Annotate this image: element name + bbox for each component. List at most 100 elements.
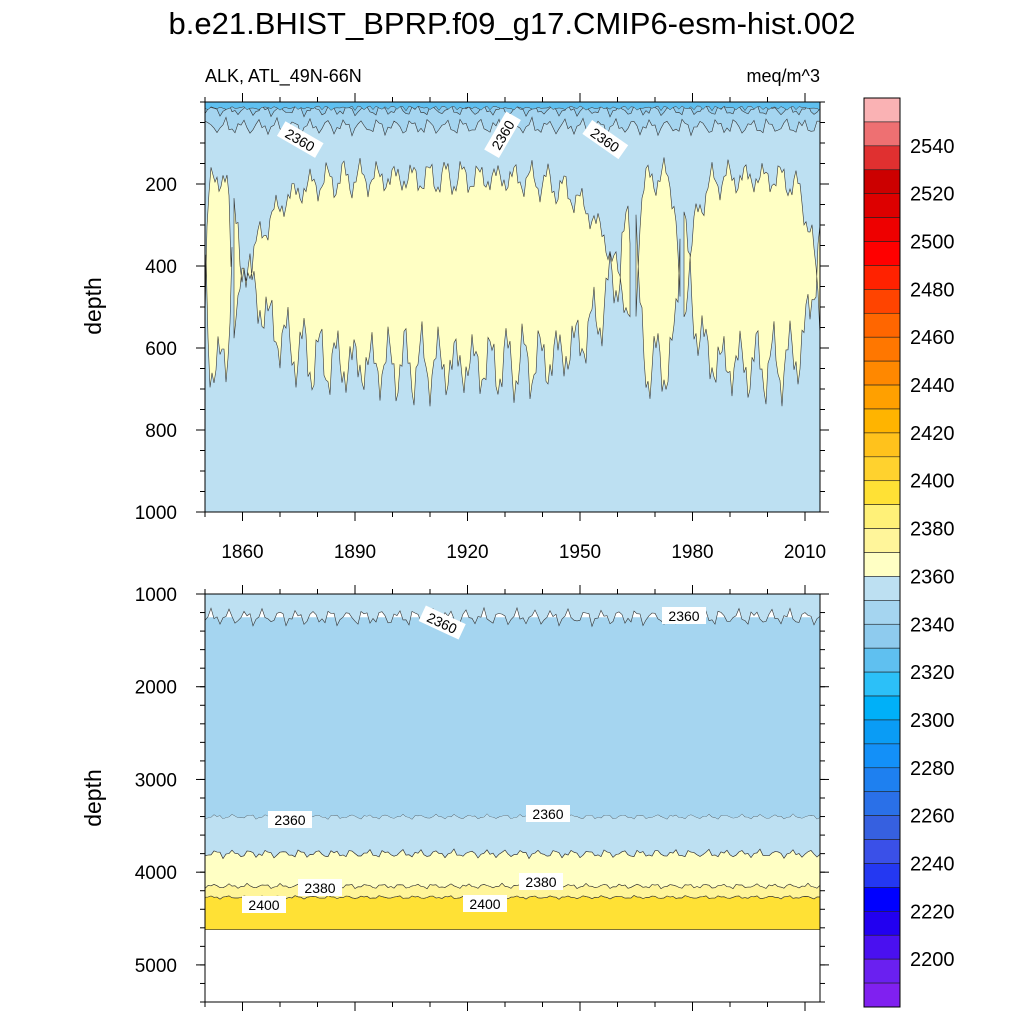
colorbar-swatch [863,312,901,338]
colorbar-label: 2400 [910,471,955,493]
colorbar-swatch [863,121,901,147]
y-tick-label: 1000 [135,503,177,524]
colorbar-label: 2360 [910,566,955,588]
colorbar-label: 2480 [910,279,955,301]
band-2390 [205,895,820,930]
colorbar-swatch [863,911,901,936]
colorbar-label: 2260 [910,806,955,828]
contour-label-text: 2380 [525,874,556,890]
x-tick-label: 2010 [784,542,826,563]
colorbar-label: 2280 [910,758,955,780]
colorbar-label: 2380 [910,519,955,541]
colorbar-swatch [863,934,901,960]
y-tick-label: 400 [145,257,177,278]
variable-region-label: ALK, ATL_49N-66N [205,66,362,87]
y-tick-label: 3000 [135,770,177,791]
colorbar-label: 2340 [910,614,955,636]
top-y-axis-label: depth [80,277,106,335]
colorbar-label: 2200 [910,949,955,971]
colorbar-swatch [863,887,901,912]
colorbar-label: 2500 [910,232,955,254]
top-panel: 2360 2360 2360 1860 1890 1920 1950 1980 2010 200 4… [135,93,829,563]
colorbar-swatch [863,193,901,218]
x-tick-label: 1860 [221,542,263,563]
colorbar-swatch [863,145,901,171]
band-2360-upper [205,594,820,628]
colorbar-label: 2540 [910,136,955,158]
band-2360-deep [205,813,820,860]
y-tick-label: 1000 [135,585,177,606]
colorbar-swatch [863,217,901,242]
colorbar-swatch [863,863,901,888]
colorbar-label: 2440 [910,375,955,397]
colorbar-swatch [863,241,901,266]
contour-label: 2360 [268,811,312,828]
colorbar-swatch [863,360,901,386]
colorbar-swatch [863,647,901,673]
colorbar-swatch [863,767,901,793]
colorbar: 2540 2520 2500 2480 2460 2440 2420 2400 2380 2360… [863,97,955,1008]
units-label: meq/m^3 [747,66,820,86]
chart-title: b.e21.BHIST_BPRP.f09_g17.CMIP6-esm-hist.… [169,6,856,41]
contour-label: 2400 [242,896,286,913]
y-tick-label: 2000 [135,678,177,699]
colorbar-label: 2460 [910,327,955,349]
y-tick-label: 4000 [135,863,177,884]
colorbar-swatch [863,480,901,505]
colorbar-label: 2240 [910,853,955,875]
colorbar-swatch [863,600,901,625]
colorbar-swatch [863,169,901,194]
colorbar-label: 2300 [910,710,955,732]
bottom-y-axis-label: depth [80,769,106,827]
colorbar-swatch [863,456,901,482]
colorbar-label: 2220 [910,901,955,923]
x-tick-label: 1980 [671,542,713,563]
contour-label-text: 2360 [274,812,305,828]
colorbar-swatch [863,839,901,864]
contour-label: 2380 [519,873,563,890]
y-tick-label: 200 [145,175,177,196]
colorbar-swatch [863,265,901,290]
colorbar-swatch [863,719,901,745]
colorbar-swatch [863,958,901,984]
colorbar-swatch [863,289,901,314]
x-tick-label: 1950 [559,542,601,563]
colorbar-label: 2320 [910,662,955,684]
colorbar-swatch [863,552,901,577]
colorbar-swatch [863,432,901,458]
colorbar-swatch [863,384,901,410]
x-tick-label: 1920 [446,542,488,563]
contour-label: 2360 [662,607,706,624]
band-2370-region [635,157,681,399]
band-2370-region [233,157,631,407]
colorbar-label: 2520 [910,184,955,206]
colorbar-swatch [863,743,901,769]
top-plot-area: 2360 2360 2360 [205,102,820,512]
y-tick-label: 5000 [135,956,177,977]
colorbar-swatch [863,504,901,529]
colorbar-swatch [863,982,901,1008]
band-2370-region [683,159,820,407]
contour-label: 2380 [298,879,342,896]
colorbar-label: 2420 [910,423,955,445]
contour-label-text: 2400 [469,896,500,912]
band-2350-mid [205,617,820,820]
x-tick-label: 1890 [334,542,376,563]
contour-label-text: 2360 [668,608,699,624]
band-2370-region [205,167,233,388]
colorbar-swatch [863,576,901,601]
contour-label-text: 2400 [248,897,279,913]
colorbar-swatch [863,528,901,553]
colorbar-swatch [863,408,901,434]
colorbar-swatch [863,97,901,123]
contour-label-text: 2380 [304,880,335,896]
y-tick-label: 600 [145,339,177,360]
colorbar-swatch [863,336,901,362]
contour-label: 2360 [526,805,570,822]
colorbar-swatch [863,671,901,697]
colorbar-swatch [863,623,901,649]
band-2330-surface [205,102,820,112]
